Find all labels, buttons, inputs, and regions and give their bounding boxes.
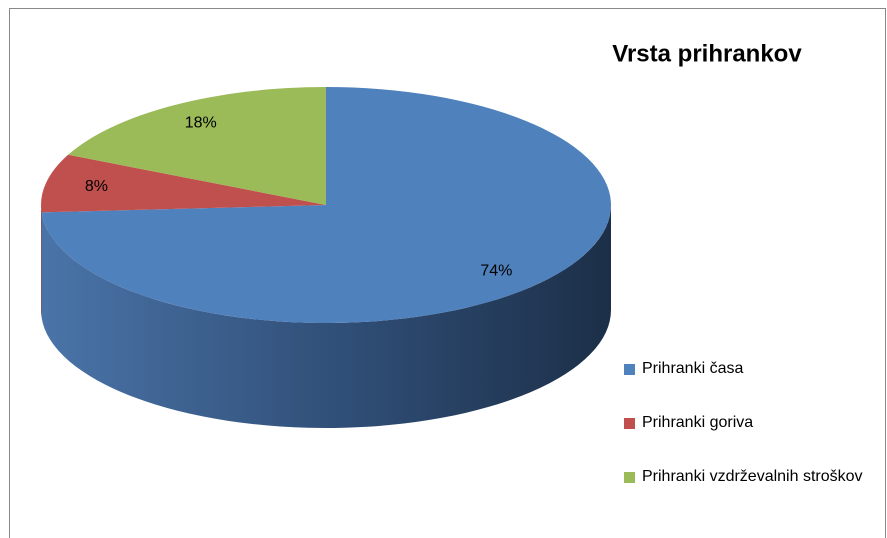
legend-label: Prihranki vzdrževalnih stroškov: [642, 468, 863, 485]
chart-title: Vrsta prihrankov: [612, 40, 802, 67]
legend-swatch: [624, 472, 635, 483]
legend-item: Prihranki vzdrževalnih stroškov: [624, 464, 864, 518]
slice: [68, 87, 326, 205]
slice: [41, 87, 612, 323]
slice: [40, 154, 326, 213]
legend-swatch: [624, 364, 635, 375]
data-label: 18%: [185, 115, 217, 132]
slice-side: [41, 205, 612, 428]
legend-label: Prihranki goriva: [642, 414, 754, 431]
legend-swatch: [624, 418, 635, 429]
data-label: 74%: [480, 262, 512, 279]
legend-item: Prihranki goriva: [624, 410, 864, 464]
legend-item: Prihranki časa: [624, 356, 864, 410]
slice-side: [41, 205, 42, 318]
legend-label: Prihranki časa: [642, 360, 744, 377]
data-label: 8%: [85, 178, 108, 195]
legend: Prihranki časa Prihranki goriva Prihranki …: [624, 356, 864, 518]
